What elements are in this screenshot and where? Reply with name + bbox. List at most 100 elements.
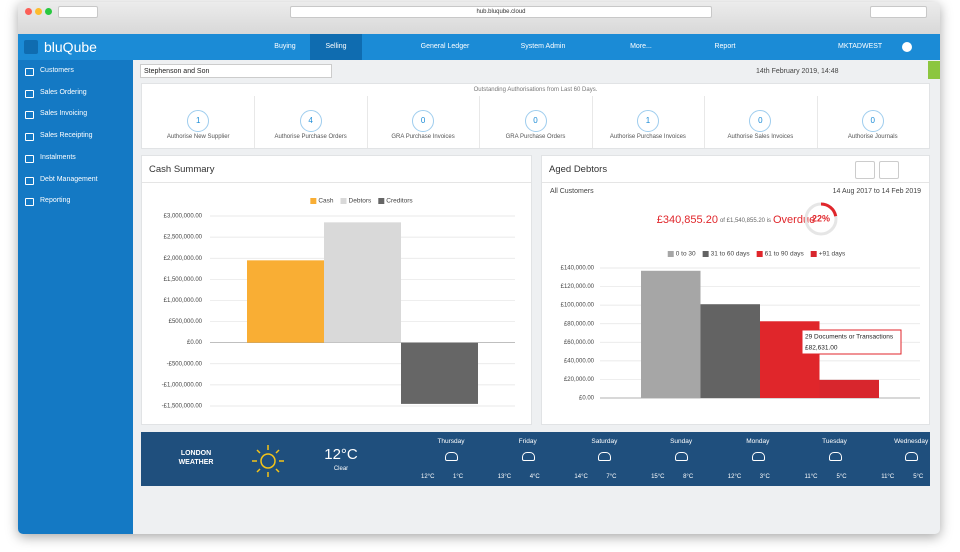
nav-item[interactable]: General Ledger (420, 43, 470, 50)
current-temperature: 12°C (324, 446, 358, 463)
nav-buttons[interactable] (58, 6, 98, 18)
forecast-high: 15°C (651, 474, 665, 480)
sun-icon (252, 445, 284, 477)
nav-item[interactable]: Buying (274, 43, 296, 50)
tile-count[interactable]: 0 (749, 110, 772, 132)
sidebar-icon (25, 111, 34, 120)
forecast-high: 13°C (497, 474, 512, 480)
forecast-low: 1°C (453, 474, 464, 480)
forecast-day: Saturday (591, 438, 618, 445)
panel-title: Cash Summary (149, 164, 215, 175)
address-bar[interactable]: hub.bluqube.cloud (290, 6, 712, 18)
sidebar-item[interactable]: Sales Invoicing (40, 110, 88, 118)
forecast-day: Monday (746, 438, 770, 445)
zoom-button[interactable] (45, 8, 52, 15)
forecast-icon (675, 452, 689, 461)
forecast-day: Thursday (437, 438, 465, 445)
tile-divider (254, 96, 256, 148)
tile-label[interactable]: Authorise Purchase Invoices (609, 134, 686, 140)
forecast-low: 5°C (913, 474, 924, 480)
sidebar-item[interactable]: Customers (40, 67, 74, 74)
tile-divider (704, 96, 706, 148)
forecast-icon (598, 452, 612, 461)
forecast-high: 14°C (574, 474, 588, 480)
sidebar-icon (25, 89, 34, 98)
sidebar-item[interactable]: Sales Receipting (40, 132, 93, 140)
forecast-icon (828, 452, 842, 461)
sidebar-icon (25, 133, 34, 142)
nav-item[interactable]: System Admin (520, 43, 566, 50)
forecast-icon (445, 452, 458, 461)
forecast-low: 4°C (529, 474, 540, 480)
tile-divider (479, 96, 481, 148)
sidebar: Customers Sales Ordering Sales Invoicing Sa… (18, 60, 133, 534)
sidebar-icon (25, 68, 34, 76)
help-icon[interactable] (902, 42, 912, 52)
tile-label[interactable]: Authorise Purchase Orders (274, 134, 347, 140)
nav-item[interactable]: Selling (310, 34, 362, 60)
forecast-icon (905, 452, 919, 461)
scope: All Customers (550, 188, 594, 195)
forecast-low: 7°C (606, 474, 617, 480)
tile-count[interactable]: 1 (636, 110, 659, 132)
tile-label[interactable]: Authorise Sales Invoices (727, 134, 794, 140)
sidebar-icon (25, 176, 34, 185)
forecast-day: Wednesday (894, 438, 929, 445)
tile-count[interactable]: 1 (187, 110, 210, 132)
browser-window: hub.bluqube.cloud bluQube MKTADWEST Buyi… (18, 2, 940, 534)
sidebar-item[interactable]: Sales Ordering (40, 88, 87, 96)
forecast-low: 8°C (683, 474, 694, 480)
forecast-day: Sunday (670, 438, 693, 445)
menu-button[interactable] (24, 40, 38, 54)
top-nav: bluQube MKTADWEST Buying Selling General L… (18, 34, 940, 60)
nav-item[interactable]: Report (714, 43, 736, 50)
settings-button[interactable] (855, 161, 875, 179)
forecast-low: 5°C (836, 474, 847, 480)
authorisations-title: Outstanding Authorisations from Last 60 … (473, 87, 598, 93)
tile-count[interactable]: 4 (299, 110, 322, 132)
tile-divider (591, 96, 593, 148)
user-menu[interactable]: MKTADWEST (838, 43, 883, 50)
refresh-button[interactable] (879, 161, 899, 179)
forecast-icon (521, 452, 535, 461)
cash-summary-panel: Cash Summary (141, 155, 532, 425)
period: 14 Aug 2017 to 14 Feb 2019 (832, 188, 921, 195)
company-select[interactable]: Stephenson and Son (140, 64, 332, 78)
tile-count[interactable]: 0 (412, 110, 435, 132)
tile-divider (366, 96, 368, 148)
divider (142, 182, 531, 183)
forecast-icon (751, 452, 765, 461)
tile-count[interactable]: 0 (861, 110, 884, 132)
forecast-high: 12°C (421, 474, 435, 480)
forecast-day: Tuesday (822, 438, 847, 445)
tile-label[interactable]: GRA Purchase Orders (505, 134, 566, 140)
sidebar-item[interactable]: Debt Management (40, 175, 98, 183)
forecast-high: 12°C (727, 474, 742, 480)
forecast-high: 11°C (881, 474, 895, 480)
sidebar-item[interactable]: Reporting (40, 197, 71, 205)
tile-label[interactable]: Authorise New Supplier (166, 134, 230, 140)
nav-item[interactable]: More... (630, 43, 652, 50)
browser-actions[interactable] (870, 6, 927, 18)
weather-location: LONDON (180, 450, 212, 457)
minimize-button[interactable] (35, 8, 42, 15)
tile-label[interactable]: GRA Purchase Invoices (391, 134, 455, 140)
tile-divider (816, 96, 818, 148)
sidebar-item[interactable]: Instalments (40, 153, 76, 161)
sidebar-icon (25, 154, 34, 163)
side-toggle[interactable] (928, 61, 940, 79)
company-name: Stephenson and Son (144, 68, 210, 75)
url: hub.bluqube.cloud (476, 9, 526, 15)
authorisations-panel: Outstanding Authorisations from Last 60 … (141, 83, 930, 149)
date: 14th February 2019, 14:48 (756, 68, 839, 75)
aged-debtors-panel: Aged Debtors All Customers 14 Aug 2017 t… (541, 155, 930, 425)
forecast-low: 3°C (759, 474, 770, 480)
tile-label[interactable]: Authorise Journals (847, 134, 898, 140)
weather-label: WEATHER (178, 459, 214, 466)
current-condition: Clear (333, 466, 349, 472)
browser-toolbar: hub.bluqube.cloud (18, 2, 940, 35)
tile-count[interactable]: 0 (524, 110, 547, 132)
close-button[interactable] (25, 8, 32, 15)
sidebar-icon (25, 198, 34, 207)
